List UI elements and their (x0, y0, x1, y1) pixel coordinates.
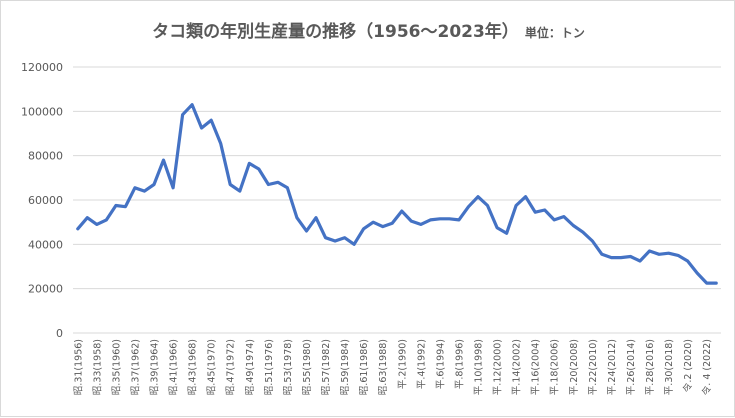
chart-subtitle: 単位：トン (524, 26, 585, 40)
x-tick-label: 昭.33(1958) (92, 339, 103, 395)
x-tick-label: 昭.63(1988) (378, 339, 389, 395)
y-tick-label: 20000 (28, 283, 63, 296)
y-tick-label: 100000 (21, 105, 63, 118)
x-tick-label: 昭.55(1980) (302, 339, 313, 395)
x-tick-label: 昭.45(1970) (207, 339, 218, 395)
y-tick-label: 120000 (21, 61, 63, 74)
x-tick-label: 昭.59(1984) (340, 339, 351, 395)
x-tick-label: 平.18(2006) (550, 339, 561, 395)
x-tick-label: 昭.53(1978) (283, 339, 294, 395)
x-tick-label: 昭.57(1982) (321, 339, 332, 395)
x-tick-label: 昭.61(1986) (359, 339, 370, 395)
x-tick-label: 昭.37(1962) (130, 339, 141, 395)
x-tick-label: 平.20(2008) (569, 339, 580, 395)
x-tick-label: 平.14(2002) (512, 339, 523, 395)
x-tick-label: 昭.39(1964) (150, 339, 161, 395)
x-tick-label: 令. 4 (2022) (701, 339, 713, 395)
x-tick-label: 平.28(2016) (645, 339, 656, 395)
x-tick-label: 昭.31(1956) (73, 339, 84, 395)
x-tick-label: 昭.49(1974) (245, 339, 256, 395)
y-tick-label: 80000 (28, 150, 63, 163)
x-tick-label: 昭.47(1972) (226, 339, 237, 395)
chart-title: タコ類の年別生産量の推移（1956〜2023年） (152, 22, 519, 42)
x-tick-label: 平.6(1994) (435, 339, 446, 389)
x-tick-label: 令.2 (2020) (682, 339, 694, 392)
x-tick-label: 平.26(2014) (626, 339, 637, 395)
x-tick-label: 平.30(2018) (664, 339, 675, 395)
series-line (76, 103, 718, 285)
x-tick-label: 昭.41(1966) (169, 339, 180, 395)
x-tick-label: 平.22(2010) (588, 339, 599, 395)
x-tick-label: 平.16(2004) (531, 339, 542, 395)
y-tick-label: 0 (56, 327, 63, 340)
x-tick-label: 平.10(1998) (474, 339, 485, 395)
x-tick-label: 昭.35(1960) (111, 339, 122, 395)
x-tick-label: 平.12(2000) (493, 339, 504, 395)
x-tick-label: 平.8(1996) (454, 339, 465, 389)
x-tick-label: 昭.51(1976) (264, 339, 275, 395)
x-tick-label: 昭.43(1968) (188, 339, 199, 395)
y-tick-label: 60000 (28, 194, 63, 207)
x-tick-label: 平.4(1992) (416, 339, 427, 389)
y-tick-label: 40000 (28, 238, 63, 251)
x-tick-label: 平.24(2012) (607, 339, 618, 395)
x-tick-label: 平.2(1990) (397, 339, 408, 389)
chart-title-block: タコ類の年別生産量の推移（1956〜2023年） 単位：トン (1, 17, 735, 42)
